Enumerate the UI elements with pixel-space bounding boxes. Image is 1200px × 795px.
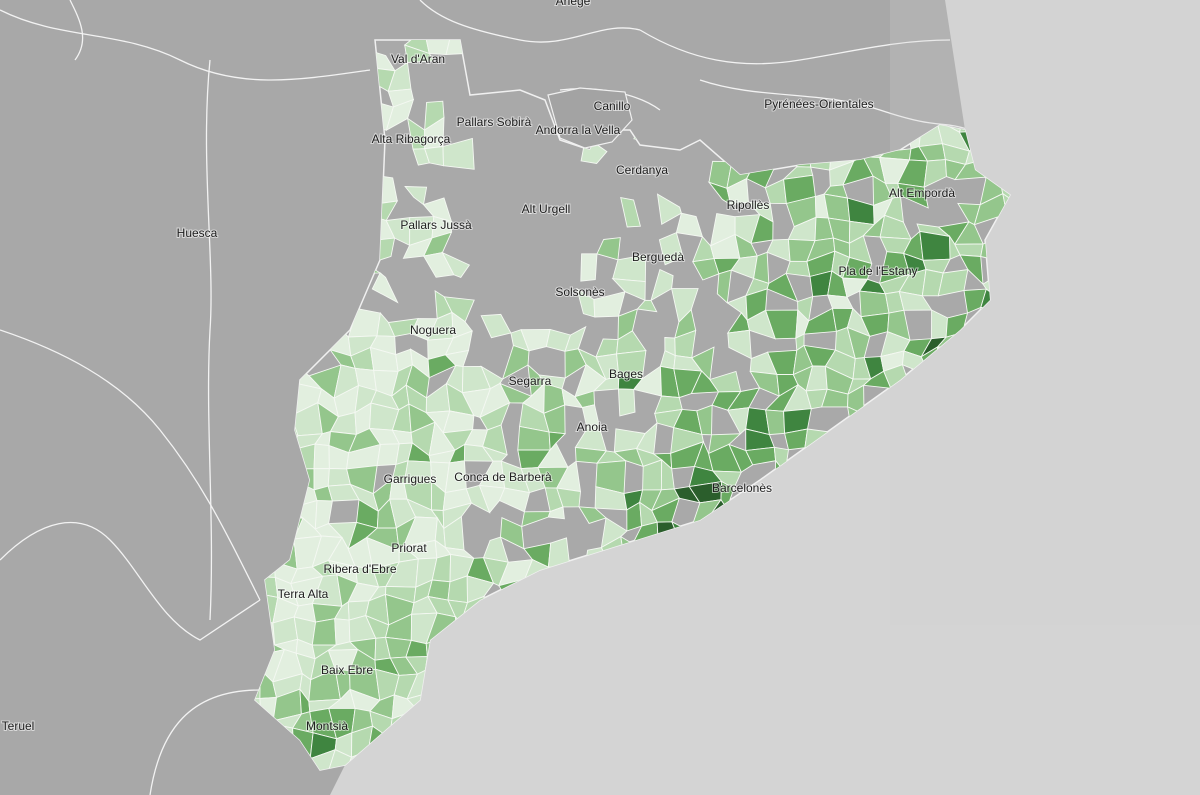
- municipality: [313, 443, 330, 470]
- municipality: [441, 251, 471, 278]
- municipality: [580, 253, 598, 282]
- place-label: Ariège: [556, 0, 591, 8]
- municipality: [658, 231, 684, 266]
- place-label: Noguera: [410, 323, 456, 337]
- municipality: [620, 197, 641, 228]
- place-label: Segarra: [509, 374, 552, 388]
- andorra: [547, 87, 633, 149]
- place-label: Solsonès: [555, 285, 604, 299]
- place-label: Val d'Aran: [391, 52, 445, 66]
- place-label: Canillo: [594, 99, 631, 113]
- municipality: [547, 506, 565, 520]
- sea: [330, 0, 1200, 795]
- admin-borders: [0, 0, 971, 795]
- place-label: Pyrénées-Orientales: [764, 97, 873, 111]
- municipality: [311, 618, 337, 646]
- labels: Ariège Val d'Aran Pallars Sobirà Canillo And…: [1, 0, 957, 734]
- place-label: Barcelonès: [712, 481, 772, 495]
- municipality: [371, 272, 399, 304]
- place-label: Pla de l'Estany: [838, 264, 917, 278]
- municipality: [404, 44, 435, 63]
- municipality: [636, 299, 658, 313]
- municipality: [919, 230, 951, 261]
- place-label: Priorat: [391, 541, 427, 555]
- municipality: [442, 137, 475, 170]
- place-label: Teruel: [2, 719, 35, 733]
- place-label: Pallars Jussà: [400, 218, 472, 232]
- place-label: Berguedà: [632, 250, 684, 264]
- place-label: Anoia: [577, 420, 608, 434]
- place-label: Alt Urgell: [522, 202, 571, 216]
- place-label: Huesca: [177, 226, 218, 240]
- place-label: Garrigues: [384, 472, 437, 486]
- place-label: Andorra la Vella: [536, 123, 621, 137]
- place-label: Pallars Sobirà: [457, 115, 532, 129]
- place-label: Baix Ebre: [321, 663, 373, 677]
- place-label: Alta Ribagorça: [372, 132, 451, 146]
- municipality: [334, 618, 351, 646]
- municipality: [823, 193, 851, 222]
- place-label: Bages: [609, 367, 643, 381]
- municipality: [859, 290, 890, 318]
- place-label: Cerdanya: [616, 163, 668, 177]
- municipality: [785, 260, 811, 278]
- place-label: Alt Empordà: [889, 186, 955, 200]
- place-label: Terra Alta: [278, 587, 329, 601]
- municipality: [617, 388, 636, 417]
- municipality: [897, 182, 929, 209]
- place-label: Ripollès: [727, 198, 770, 212]
- municipality: [765, 409, 786, 436]
- place-label: Conca de Barberà: [454, 470, 552, 484]
- place-label: Ribera d'Ebre: [324, 562, 397, 576]
- place-label: Montsià: [306, 719, 348, 733]
